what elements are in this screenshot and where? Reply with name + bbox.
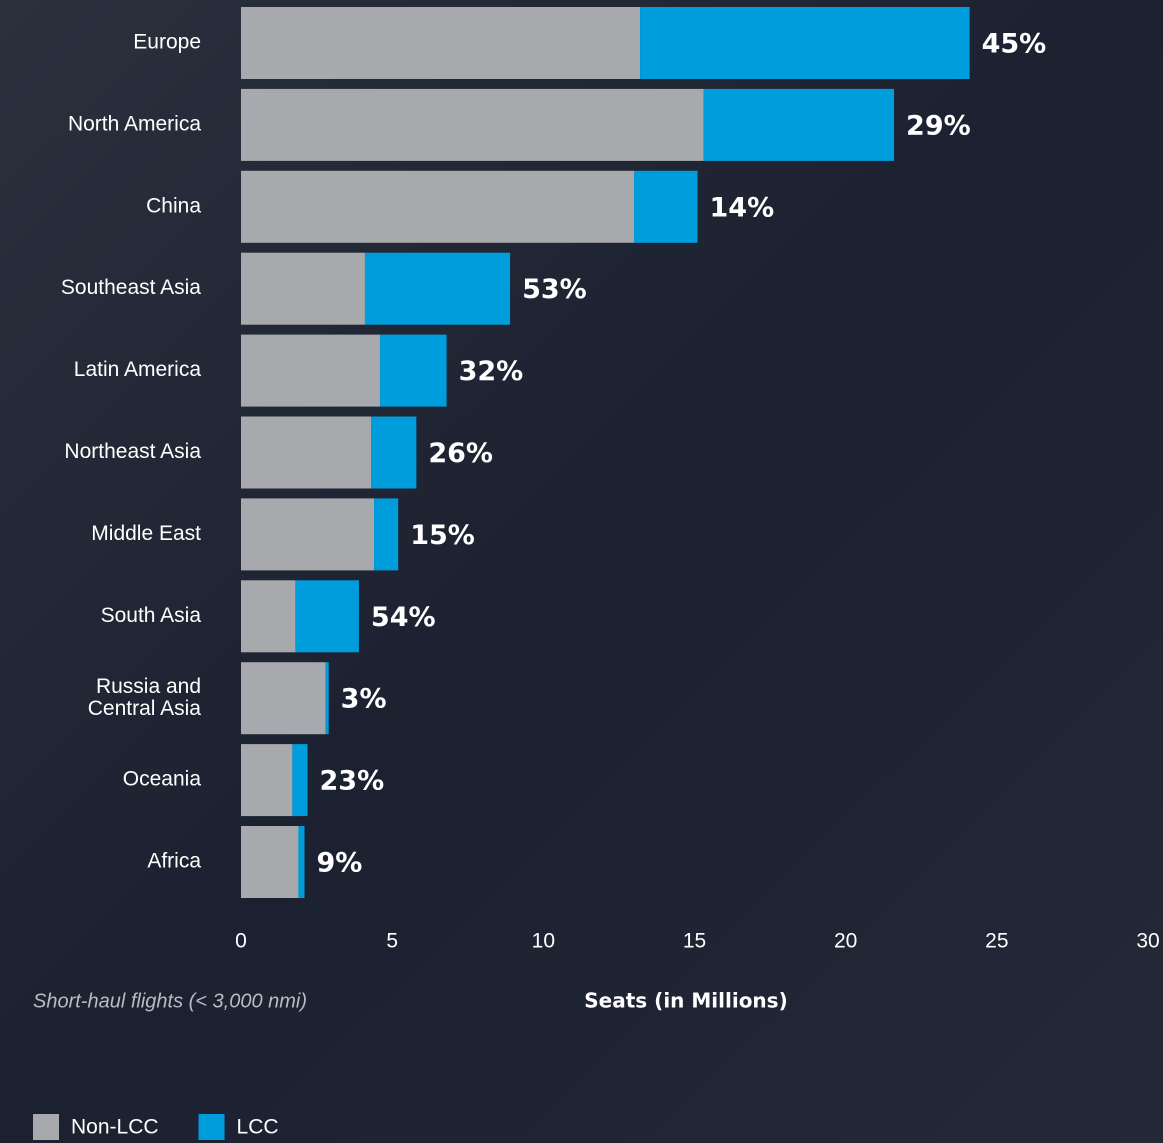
bar-segment <box>298 826 305 898</box>
bar-segment <box>241 170 635 243</box>
y-tick-label: South Asia <box>101 604 202 627</box>
bar-segment <box>241 826 299 898</box>
x-tick-label: 30 <box>1136 930 1159 953</box>
share-label: 23% <box>320 766 385 797</box>
share-label: 3% <box>341 684 387 715</box>
bar-segment <box>364 252 511 325</box>
y-tick-label: Northeast Asia <box>64 440 201 463</box>
bar-segment <box>374 498 399 571</box>
y-tick-label: Europe <box>133 31 201 54</box>
x-tick-label: 5 <box>386 930 398 953</box>
bar-segment <box>241 334 381 407</box>
share-label: 15% <box>410 520 475 551</box>
share-label: 54% <box>371 602 436 633</box>
share-label: 9% <box>316 848 362 879</box>
bar-segment <box>295 580 359 653</box>
y-tick-label: China <box>146 194 201 217</box>
bar-segment <box>241 580 296 653</box>
y-tick-label: Russia and Central Asia <box>88 675 202 720</box>
bar-segment <box>703 88 895 161</box>
legend-label: LCC <box>237 1116 279 1139</box>
bar-segment <box>241 252 365 325</box>
y-tick-label: Southeast Asia <box>61 276 201 299</box>
share-label: 45% <box>982 29 1047 60</box>
share-label: 32% <box>459 356 524 387</box>
bar-segment <box>241 88 704 161</box>
y-tick-label: Africa <box>147 850 201 873</box>
x-axis-label: Seats (in Millions) <box>584 989 787 1013</box>
share-label: 29% <box>906 110 971 141</box>
share-label: 26% <box>428 438 493 469</box>
y-tick-label: North America <box>68 112 201 135</box>
x-tick-label: 15 <box>683 930 706 953</box>
bar-segment <box>241 7 641 79</box>
legend-swatch <box>33 1114 59 1140</box>
y-tick-label: Oceania <box>123 768 202 791</box>
bar-segment <box>640 7 970 79</box>
bar-segment <box>634 170 698 243</box>
legend-swatch <box>198 1114 225 1140</box>
y-tick-label: Latin America <box>74 358 202 381</box>
share-label: 14% <box>710 192 775 223</box>
x-tick-label: 20 <box>834 930 857 953</box>
note: Short-haul flights (< 3,000 nmi) <box>33 990 307 1012</box>
bar-segment <box>325 662 329 735</box>
bar-segment <box>241 498 375 571</box>
x-tick-label: 10 <box>532 930 555 953</box>
x-tick-label: 25 <box>985 930 1008 953</box>
bar-segment <box>292 744 308 817</box>
y-tick-label: Middle East <box>91 522 201 545</box>
legend-label: Non-LCC <box>71 1116 159 1139</box>
x-tick-label: 0 <box>235 930 247 953</box>
bar-segment <box>371 416 417 489</box>
bar-segment <box>241 744 293 817</box>
bar-segment <box>380 334 447 407</box>
bar-segment <box>241 662 326 735</box>
share-label: 53% <box>522 274 587 305</box>
bar-segment <box>241 416 372 489</box>
